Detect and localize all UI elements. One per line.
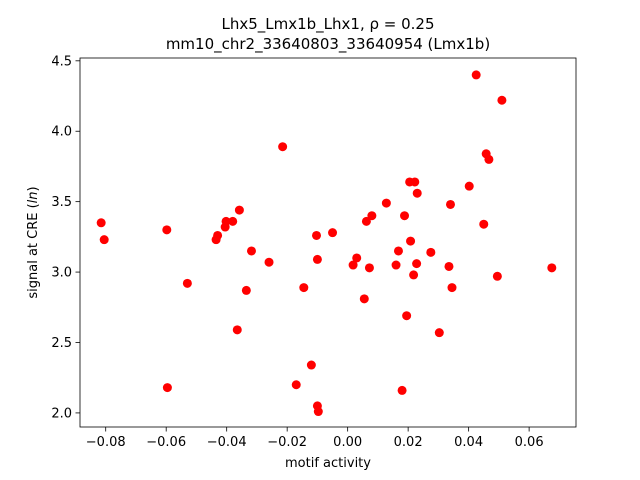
data-point [232,325,242,335]
y-tick-label: 2.5 [51,336,72,351]
data-point [228,216,238,226]
data-point [412,259,422,269]
data-point [497,95,507,105]
data-point [312,254,322,264]
data-point [291,380,301,390]
x-tick-label: 0.06 [515,435,544,450]
y-axis-label: signal at CRE (ln) [26,186,41,298]
data-point [471,70,481,80]
data-point [162,225,172,235]
data-point [393,246,403,256]
data-point [412,188,422,198]
y-tick-label: 3.0 [51,266,72,281]
x-axis-label: motif activity [285,456,371,471]
x-tick-label: −0.06 [146,435,186,450]
data-point [361,216,371,226]
data-point [364,263,374,273]
y-tick-label: 4.5 [51,54,72,69]
data-point [359,294,369,304]
x-tick-label: 0.02 [394,435,423,450]
data-point [278,142,288,152]
data-point [246,246,256,256]
data-point [162,383,172,393]
data-point [313,407,323,417]
data-point [484,154,494,164]
data-point [234,205,244,215]
data-points [96,70,557,417]
y-tick-label: 4.0 [51,125,72,140]
data-point [406,236,416,246]
data-point [328,228,338,238]
data-point [492,271,502,281]
plot-frame [79,57,577,428]
data-point [402,311,412,321]
data-point [444,261,454,271]
x-tick-label: 0.04 [454,435,483,450]
data-point [426,247,436,257]
x-axis-ticks: −0.08 −0.06 −0.04 −0.02 0.00 0.02 0.04 0.06 [86,427,544,450]
y-axis-ticks: 2.0 2.5 3.0 3.5 4.0 4.5 [51,54,80,421]
data-point [381,198,391,208]
data-point [400,211,410,221]
y-tick-label: 2.0 [51,406,72,421]
x-tick-label: −0.08 [86,435,126,450]
data-point [367,211,377,221]
data-point [391,260,401,270]
data-point [547,263,557,273]
data-point [434,328,444,338]
data-point [96,218,106,228]
data-point [447,283,457,293]
y-tick-label: 3.5 [51,195,72,210]
data-point [299,283,309,293]
chart-title-line2: mm10_chr2_33640803_33640954 (Lmx1b) [166,35,490,54]
data-point [312,230,322,240]
data-point [397,385,407,395]
chart-title-line1: Lhx5_Lmx1b_Lhx1, ρ = 0.25 [221,15,434,34]
x-tick-label: 0.00 [333,435,362,450]
data-point [213,230,223,240]
data-point [348,260,358,270]
x-tick-label: −0.04 [207,435,247,450]
data-point [410,177,420,187]
data-point [306,360,316,370]
data-point [264,257,274,267]
data-point [182,278,192,288]
data-point [99,235,109,245]
data-point [409,270,419,280]
data-point [221,216,231,226]
data-point [445,199,455,209]
x-tick-label: −0.02 [267,435,307,450]
data-point [464,181,474,191]
data-point [352,253,362,263]
data-point [241,285,251,295]
data-point [479,219,489,229]
